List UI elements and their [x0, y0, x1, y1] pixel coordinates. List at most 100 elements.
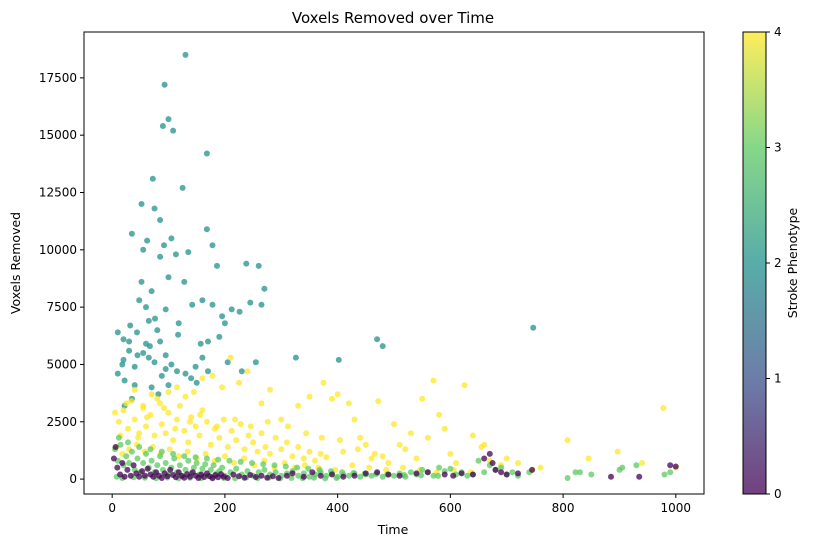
scatter-point-phenotype-4 [236, 379, 242, 386]
scatter-point-phenotype-0 [275, 475, 282, 481]
scatter-point-phenotype-3 [588, 471, 595, 478]
scatter-point-phenotype-4 [254, 448, 261, 455]
y-tick-label: 15000 [39, 128, 77, 142]
scatter-point-phenotype-0 [241, 474, 248, 481]
scatter-point-phenotype-3 [401, 472, 408, 478]
x-tick-label: 1000 [661, 501, 692, 515]
scatter-point-phenotype-2 [151, 359, 158, 366]
scatter-point-phenotype-0 [269, 473, 276, 480]
scatter-point-phenotype-2 [134, 329, 140, 336]
scatter-point-phenotype-3 [667, 469, 674, 476]
scatter-point-phenotype-3 [226, 457, 233, 464]
colorbar-ticks: 0 1 2 3 4 [766, 25, 782, 501]
scatter-point-phenotype-0 [141, 472, 148, 479]
scatter-point-phenotype-2 [188, 375, 195, 382]
scatter-point-phenotype-4 [660, 405, 667, 411]
scatter-point-phenotype-3 [176, 462, 183, 469]
scatter-point-phenotype-4 [227, 354, 234, 361]
scatter-point-phenotype-2 [159, 123, 166, 129]
scatter-point-phenotype-3 [498, 464, 505, 471]
scatter-point-phenotype-3 [271, 462, 278, 469]
scatter-point-phenotype-2 [165, 274, 172, 281]
scatter-point-phenotype-3 [260, 461, 267, 468]
scatter-point-phenotype-0 [289, 470, 296, 477]
scatter-point-phenotype-4 [303, 430, 310, 437]
scatter-point-phenotype-0 [413, 470, 420, 477]
scatter-point-phenotype-4 [165, 409, 172, 416]
scatter-point-phenotype-4 [151, 432, 158, 439]
scatter-point-phenotype-4 [289, 453, 296, 460]
scatter-point-phenotype-4 [336, 437, 343, 444]
x-tick-label: 400 [326, 501, 349, 515]
scatter-point-phenotype-0 [136, 473, 143, 480]
scatter-point-phenotype-0 [112, 444, 119, 450]
scatter-point-phenotype-0 [139, 468, 146, 475]
scatter-point-phenotype-3 [282, 463, 289, 470]
scatter-point-phenotype-4 [312, 457, 319, 464]
scatter-point-phenotype-3 [572, 469, 579, 476]
scatter-point-phenotype-2 [172, 251, 179, 258]
scatter-point-phenotype-3 [148, 457, 155, 464]
scatter-point-phenotype-0 [458, 470, 465, 477]
scatter-point-phenotype-3 [203, 455, 210, 462]
scatter-point-phenotype-3 [294, 464, 301, 471]
scatter-point-phenotype-4 [148, 391, 155, 398]
scatter-point-phenotype-4 [383, 466, 390, 473]
scatter-point-phenotype-3 [306, 473, 313, 480]
scatter-point-phenotype-4 [203, 418, 210, 425]
scatter-point-phenotype-3 [661, 471, 668, 478]
x-axis-label: Time [377, 522, 409, 537]
scatter-point-phenotype-4 [306, 393, 313, 400]
scatter-point-phenotype-2 [221, 320, 228, 327]
scatter-point-phenotype-2 [140, 350, 147, 356]
scatter-point-phenotype-3 [199, 465, 206, 472]
scatter-point-phenotype-4 [441, 425, 448, 432]
scatter-point-phenotype-0 [127, 472, 134, 479]
scatter-point-phenotype-4 [262, 444, 269, 450]
scatter-point-phenotype-4 [174, 384, 180, 391]
scatter-point-phenotype-2 [209, 301, 216, 308]
scatter-point-phenotype-4 [371, 450, 378, 457]
scatter-point-phenotype-3 [322, 475, 329, 482]
scatter-point-phenotype-3 [311, 474, 317, 481]
scatter-point-phenotype-4 [131, 416, 138, 423]
scatter-point-phenotype-4 [199, 375, 206, 382]
scatter-point-phenotype-4 [197, 411, 204, 418]
scatter-point-phenotype-4 [165, 389, 172, 395]
scatter-point-phenotype-3 [140, 460, 147, 466]
scatter-point-phenotype-4 [120, 407, 127, 414]
scatter-point-phenotype-4 [402, 446, 409, 453]
scatter-point-phenotype-3 [143, 450, 149, 457]
scatter-point-phenotype-4 [375, 398, 382, 405]
scatter-point-phenotype-0 [489, 460, 496, 466]
scatter-point-phenotype-4 [295, 444, 302, 450]
scatter-point-phenotype-4 [515, 460, 521, 466]
scatter-point-phenotype-4 [166, 446, 173, 453]
scatter-point-phenotype-3 [391, 472, 397, 479]
scatter-point-phenotype-3 [379, 473, 386, 480]
scatter-point-phenotype-0 [351, 472, 358, 479]
scatter-point-phenotype-2 [175, 320, 182, 327]
scatter-point-phenotype-0 [224, 475, 231, 481]
scatter-point-phenotype-3 [435, 472, 441, 479]
scatter-point-phenotype-3 [128, 448, 135, 455]
y-tick-label: 10000 [39, 243, 77, 257]
scatter-point-phenotype-3 [125, 439, 131, 446]
scatter-point-phenotype-3 [233, 465, 240, 472]
scatter-point-phenotype-2 [143, 304, 149, 311]
scatter-point-phenotype-2 [224, 359, 231, 366]
scatter-point-phenotype-2 [199, 297, 206, 304]
scatter-point-phenotype-2 [144, 237, 151, 244]
scatter-point-phenotype-2 [162, 366, 169, 372]
scatter-point-phenotype-3 [147, 446, 154, 453]
scatter-point-phenotype-0 [114, 464, 121, 471]
scatter-point-phenotype-2 [179, 184, 186, 191]
scatter-point-phenotype-4 [157, 400, 164, 407]
scatter-point-phenotype-3 [126, 460, 133, 466]
scatter-point-phenotype-2 [203, 226, 210, 233]
scatter-point-phenotype-2 [148, 288, 155, 295]
scatter-point-phenotype-2 [161, 242, 167, 249]
scatter-point-phenotype-3 [633, 462, 640, 469]
scatter-point-phenotype-4 [192, 423, 199, 430]
